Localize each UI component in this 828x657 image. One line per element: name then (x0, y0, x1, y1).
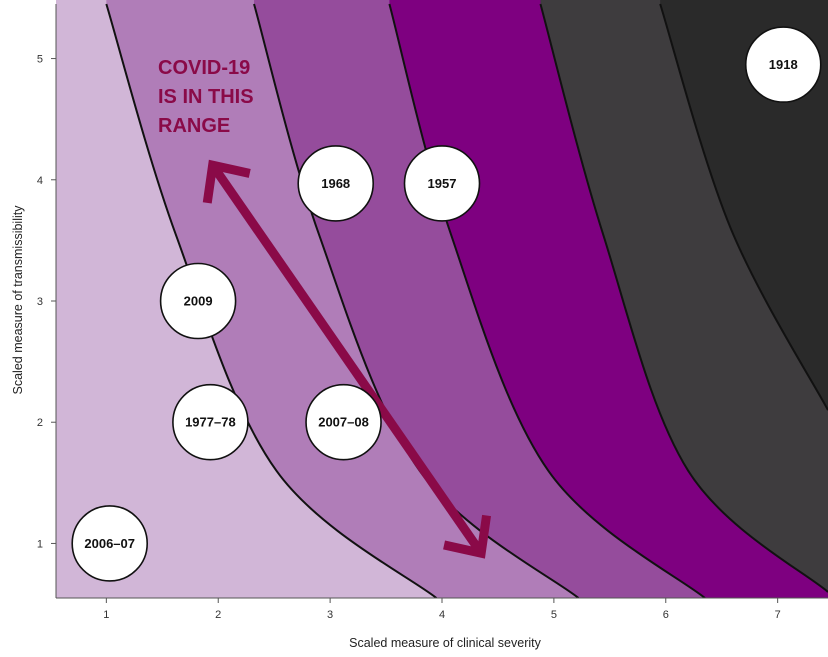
x-tick-label: 3 (327, 609, 333, 621)
y-tick-label: 4 (37, 175, 43, 187)
axes: 1 2 3 4 5 6 7 1 2 3 4 5 (37, 4, 828, 621)
pandemic-point-circle (305, 383, 382, 461)
x-axis-title: Scaled measure of clinical severity (349, 636, 541, 650)
pandemic-point-label: 1957 (428, 176, 457, 191)
severity-bands (56, 0, 828, 598)
boundary-curve-4 (539, 3, 828, 593)
band-boundary-curves (105, 3, 828, 598)
pandemic-point-circle (172, 383, 249, 461)
pandemic-point: 1968 (297, 145, 375, 222)
pandemic-point-label: 2007–08 (318, 415, 369, 430)
pandemic-point-label: 1977–78 (185, 415, 236, 430)
covid-range-arrowhead-top (202, 159, 251, 204)
pandemic-point-label: 2006–07 (84, 536, 135, 551)
covid-annotation: COVID-19 IS IN THIS RANGE (158, 57, 492, 559)
x-tick-label: 4 (439, 609, 445, 621)
pandemic-point-circle (403, 145, 481, 222)
covid-range-arrow-shaft (212, 167, 482, 551)
y-tick-label: 1 (37, 538, 43, 550)
pandemic-point: 2006–07 (71, 505, 149, 582)
pandemic-point: 1957 (403, 145, 481, 222)
y-tick-label: 3 (37, 296, 43, 308)
pandemic-point: 1918 (744, 26, 822, 103)
boundary-curve-1 (105, 3, 438, 598)
y-tick-label: 2 (37, 417, 43, 429)
x-tick-label: 7 (775, 609, 781, 621)
pandemic-point-circle (71, 505, 149, 582)
pandemic-point: 2007–08 (305, 383, 382, 461)
boundary-curve-2 (253, 3, 580, 598)
pandemic-point-circle (159, 262, 237, 340)
covid-callout-line: IS IN THIS (158, 86, 254, 108)
pandemic-point-label: 1968 (321, 176, 350, 191)
pandemic-point-circle (297, 145, 375, 222)
pandemic-point: 1977–78 (172, 383, 249, 461)
covid-range-arrowhead-bottom (443, 514, 492, 559)
x-tick-label: 1 (103, 609, 109, 621)
pandemic-point-label: 1918 (769, 57, 798, 72)
y-tick-label: 5 (37, 54, 43, 66)
pandemic-point-label: 2009 (184, 294, 213, 309)
boundary-curve-5 (659, 3, 828, 411)
covid-callout-line: RANGE (158, 115, 230, 137)
pandemic-point: 2009 (159, 262, 237, 340)
pandemic-point-circle (744, 26, 822, 103)
covid-callout-line: COVID-19 (158, 57, 250, 79)
y-axis-title: Scaled measure of transmissibility (11, 205, 25, 395)
x-tick-label: 5 (551, 609, 557, 621)
boundary-curve-3 (388, 3, 706, 598)
x-tick-label: 2 (215, 609, 221, 621)
pandemic-points: 1918 1968 1957 2009 1977–78 2007–08 2006–07 (71, 26, 822, 582)
x-tick-label: 6 (663, 609, 669, 621)
